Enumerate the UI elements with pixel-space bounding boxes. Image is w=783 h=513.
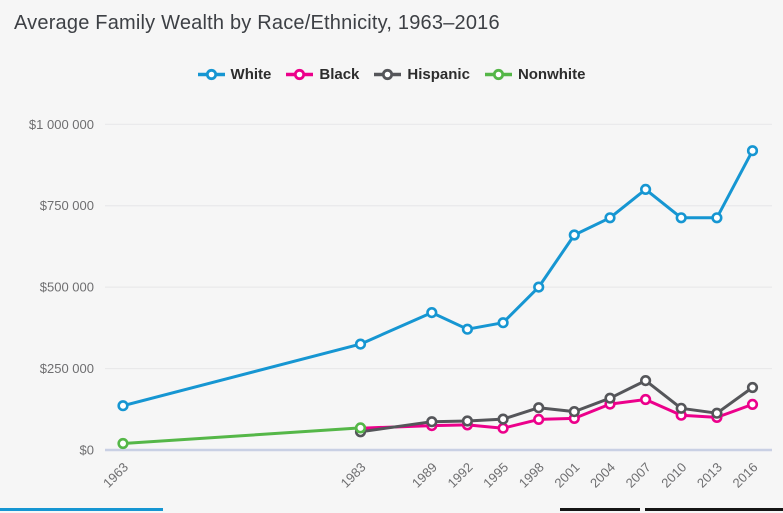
series-line-white: [121, 149, 754, 408]
legend-item-white[interactable]: White: [197, 66, 272, 83]
x-tick-label-2016: 2016: [730, 460, 761, 491]
footer-button-fragment-left[interactable]: [560, 508, 640, 511]
data-point-white-1963[interactable]: [117, 400, 129, 412]
x-tick-label-2001: 2001: [551, 460, 582, 491]
series-line-nonwhite: [121, 426, 362, 445]
legend-marker-icon: [197, 68, 225, 81]
y-tick-label: $0: [80, 443, 94, 458]
legend-item-nonwhite[interactable]: Nonwhite: [484, 66, 586, 83]
data-point-black-2016[interactable]: [746, 398, 759, 411]
data-point-white-2010[interactable]: [675, 212, 687, 224]
legend: White Black Hispanic Nonwhite: [0, 66, 783, 83]
x-tick-label-1983: 1983: [338, 460, 369, 491]
data-point-hispanic-2016[interactable]: [746, 381, 759, 394]
legend-label: Hispanic: [407, 66, 470, 83]
footer-progress-bar-fragment: [0, 508, 163, 511]
data-point-black-1995[interactable]: [497, 422, 509, 434]
x-tick-label-1963: 1963: [100, 460, 131, 491]
data-point-hispanic-1995[interactable]: [497, 413, 509, 425]
footer-button-fragment-right[interactable]: [645, 508, 783, 511]
y-tick-label: $500 000: [40, 280, 94, 295]
x-tick-label-2004: 2004: [587, 460, 618, 491]
x-tick-label-2010: 2010: [658, 460, 689, 491]
data-point-hispanic-2004[interactable]: [604, 392, 616, 404]
x-tick-label-1989: 1989: [409, 460, 440, 491]
data-point-white-2007[interactable]: [639, 183, 652, 195]
data-point-hispanic-2010[interactable]: [675, 402, 687, 414]
legend-marker-icon: [374, 68, 402, 81]
data-point-black-1998[interactable]: [533, 413, 545, 426]
data-point-nonwhite-1963[interactable]: [117, 437, 129, 450]
legend-marker-icon: [484, 68, 512, 81]
data-point-white-1992[interactable]: [461, 323, 474, 335]
data-point-white-1983[interactable]: [354, 338, 367, 350]
legend-label: Nonwhite: [517, 66, 586, 83]
series-line-hispanic: [359, 379, 754, 434]
data-point-hispanic-2007[interactable]: [639, 375, 652, 387]
data-point-white-1998[interactable]: [533, 281, 545, 293]
y-tick-label: $250 000: [40, 361, 94, 376]
legend-label: White: [230, 66, 272, 83]
data-point-white-2001[interactable]: [568, 229, 580, 241]
legend-item-hispanic[interactable]: Hispanic: [374, 66, 470, 83]
data-point-hispanic-1998[interactable]: [533, 402, 545, 414]
legend-marker-icon: [286, 68, 314, 81]
data-point-nonwhite-1983[interactable]: [354, 422, 367, 434]
x-tick-label-2013: 2013: [694, 460, 725, 491]
x-tick-label-1995: 1995: [480, 460, 511, 491]
x-tick-label-1992: 1992: [445, 460, 476, 491]
y-tick-label: $750 000: [40, 198, 94, 213]
data-point-white-2016[interactable]: [746, 145, 759, 157]
y-tick-label: $1 000 000: [29, 117, 94, 132]
data-point-hispanic-2013[interactable]: [711, 407, 723, 419]
x-tick-label-1998: 1998: [516, 460, 547, 491]
data-point-white-1989[interactable]: [426, 307, 438, 319]
x-tick-label-2007: 2007: [623, 460, 654, 491]
data-point-hispanic-1992[interactable]: [461, 415, 474, 427]
data-point-hispanic-2001[interactable]: [568, 406, 580, 418]
data-point-hispanic-1989[interactable]: [426, 416, 438, 428]
data-point-white-2004[interactable]: [604, 212, 616, 224]
data-point-white-2013[interactable]: [711, 212, 723, 224]
data-point-white-1995[interactable]: [497, 317, 509, 329]
data-point-black-2007[interactable]: [639, 393, 652, 406]
chart-title: Average Family Wealth by Race/Ethnicity,…: [14, 12, 500, 34]
legend-item-black[interactable]: Black: [286, 66, 359, 83]
legend-label: Black: [319, 66, 360, 83]
